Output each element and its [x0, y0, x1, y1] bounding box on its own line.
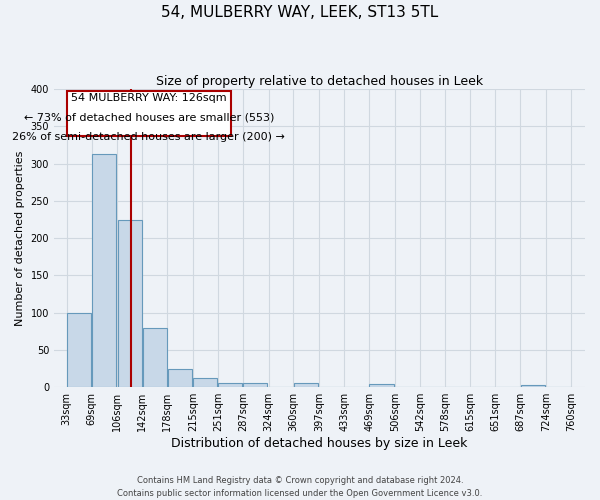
- Bar: [118, 220, 142, 387]
- Bar: [243, 384, 268, 387]
- FancyBboxPatch shape: [67, 92, 231, 136]
- Bar: [521, 385, 545, 387]
- Bar: [294, 384, 318, 387]
- Title: Size of property relative to detached houses in Leek: Size of property relative to detached ho…: [156, 75, 483, 88]
- Text: ← 73% of detached houses are smaller (553): ← 73% of detached houses are smaller (55…: [23, 112, 274, 122]
- Text: 54 MULBERRY WAY: 126sqm: 54 MULBERRY WAY: 126sqm: [71, 93, 227, 103]
- Bar: [143, 328, 167, 387]
- Y-axis label: Number of detached properties: Number of detached properties: [15, 150, 25, 326]
- Bar: [218, 384, 242, 387]
- Bar: [370, 384, 394, 387]
- Text: 26% of semi-detached houses are larger (200) →: 26% of semi-detached houses are larger (…: [13, 132, 285, 141]
- Text: 54, MULBERRY WAY, LEEK, ST13 5TL: 54, MULBERRY WAY, LEEK, ST13 5TL: [161, 5, 439, 20]
- Bar: [67, 314, 91, 387]
- Bar: [92, 154, 116, 387]
- Bar: [193, 378, 217, 387]
- Bar: [167, 368, 192, 387]
- X-axis label: Distribution of detached houses by size in Leek: Distribution of detached houses by size …: [172, 437, 468, 450]
- Text: Contains HM Land Registry data © Crown copyright and database right 2024.
Contai: Contains HM Land Registry data © Crown c…: [118, 476, 482, 498]
